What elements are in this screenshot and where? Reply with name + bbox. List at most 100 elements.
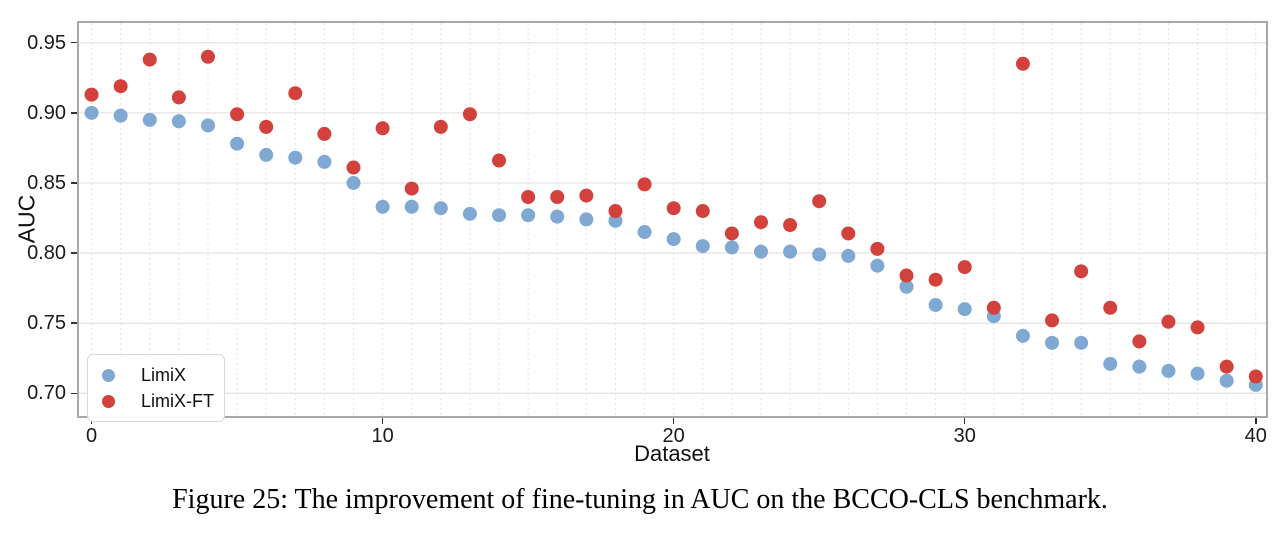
data-point-limix xyxy=(1161,363,1176,378)
data-point-limix xyxy=(1190,366,1205,381)
data-point-limix-ft xyxy=(1045,313,1060,328)
limix-marker-icon xyxy=(102,368,115,382)
data-point-limix xyxy=(1015,328,1030,343)
data-point-limix xyxy=(812,247,827,262)
y-tickmark xyxy=(71,322,77,324)
data-point-limix-ft xyxy=(928,272,943,287)
y-tickmark xyxy=(71,41,77,44)
x-tickmark xyxy=(381,418,384,424)
legend-label-limix: LimiX xyxy=(141,364,187,385)
data-point-limix-ft xyxy=(1103,300,1118,315)
limix-ft-marker-icon xyxy=(102,394,115,408)
x-tickmark xyxy=(1255,418,1257,424)
x-tickmark xyxy=(963,418,966,424)
data-point-limix-ft xyxy=(812,194,827,209)
data-point-limix xyxy=(841,248,856,263)
data-point-limix-ft xyxy=(142,52,157,67)
data-point-limix xyxy=(346,175,361,190)
legend-item-limix-ft: LimiX-FT xyxy=(102,388,224,414)
data-point-limix-ft xyxy=(1161,314,1176,329)
data-point-limix xyxy=(230,136,245,151)
data-point-limix xyxy=(870,258,885,273)
data-point-limix-ft xyxy=(1015,56,1030,71)
data-point-limix-ft xyxy=(1190,320,1205,335)
data-point-limix-ft xyxy=(550,189,565,204)
data-point-limix xyxy=(1074,335,1089,350)
x-tick-label: 20 xyxy=(662,425,685,447)
data-point-limix-ft xyxy=(462,107,477,122)
data-point-limix-ft xyxy=(666,201,681,216)
y-tick-label: 0.90 xyxy=(27,101,66,124)
data-point-limix-ft xyxy=(171,90,186,105)
data-point-limix-ft xyxy=(579,188,594,203)
data-point-limix xyxy=(899,279,914,294)
data-point-limix xyxy=(550,209,565,224)
data-point-limix-ft xyxy=(870,241,885,256)
y-tick-label: 0.70 xyxy=(27,382,66,405)
data-point-limix xyxy=(317,154,332,169)
data-point-limix xyxy=(666,232,681,247)
data-point-limix xyxy=(957,302,972,317)
x-tick-label: 10 xyxy=(371,425,394,447)
data-point-limix-ft xyxy=(1248,369,1263,384)
figure-caption: Figure 25: The improvement of fine-tunin… xyxy=(172,484,1108,515)
data-point-limix-ft xyxy=(404,181,419,196)
data-point-limix-ft xyxy=(1132,334,1147,349)
data-point-limix xyxy=(579,212,594,227)
data-point-limix xyxy=(259,147,274,162)
data-point-limix xyxy=(433,201,448,216)
data-point-limix-ft xyxy=(200,49,215,64)
data-point-limix xyxy=(608,213,623,228)
data-point-limix xyxy=(288,150,303,165)
data-point-limix-ft xyxy=(1219,359,1234,374)
data-point-limix xyxy=(695,239,710,254)
data-point-limix-ft xyxy=(433,119,448,134)
y-tickmark xyxy=(71,392,77,395)
data-point-limix-ft xyxy=(608,204,623,219)
data-point-limix xyxy=(1103,356,1118,371)
x-tick-label: 0 xyxy=(85,425,98,447)
x-tickmark xyxy=(672,418,675,424)
data-point-limix xyxy=(84,105,99,120)
x-axis-title: Dataset xyxy=(634,441,710,466)
data-point-limix xyxy=(462,206,477,221)
data-point-limix xyxy=(200,118,215,133)
data-point-limix xyxy=(783,244,798,259)
data-point-limix xyxy=(521,208,536,223)
x-tick-label: 30 xyxy=(953,425,976,447)
data-point-limix-ft xyxy=(288,86,303,101)
x-tick-label: 40 xyxy=(1244,425,1267,447)
data-point-limix-ft xyxy=(230,107,245,122)
data-point-limix xyxy=(928,297,943,312)
data-point-limix-ft xyxy=(259,119,274,134)
data-point-limix-ft xyxy=(1074,264,1089,279)
plot-area xyxy=(77,21,1268,418)
data-point-limix-ft xyxy=(492,153,507,168)
data-point-limix-ft xyxy=(899,268,914,283)
data-point-limix-ft xyxy=(783,218,798,233)
y-tick-label: 0.95 xyxy=(27,31,66,54)
chart-canvas xyxy=(79,23,1266,416)
data-point-limix xyxy=(1045,335,1060,350)
y-axis-title: AUC xyxy=(13,194,40,244)
data-point-limix-ft xyxy=(113,79,128,94)
data-point-limix xyxy=(171,114,186,129)
y-tick-label: 0.80 xyxy=(27,242,66,265)
y-tickmark xyxy=(71,252,77,254)
data-point-limix-ft xyxy=(637,177,652,192)
y-tickmark xyxy=(71,112,77,114)
data-point-limix xyxy=(637,225,652,240)
data-point-limix xyxy=(404,199,419,214)
data-point-limix xyxy=(113,108,128,123)
legend-item-limix: LimiX xyxy=(102,362,224,388)
y-tick-label: 0.85 xyxy=(27,171,66,194)
data-point-limix-ft xyxy=(841,226,856,241)
data-point-limix-ft xyxy=(986,300,1001,315)
data-point-limix xyxy=(492,208,507,223)
data-point-limix-ft xyxy=(957,260,972,275)
data-point-limix xyxy=(724,240,739,255)
y-tickmark xyxy=(71,182,77,184)
data-point-limix-ft xyxy=(724,226,739,241)
data-point-limix xyxy=(142,112,157,127)
